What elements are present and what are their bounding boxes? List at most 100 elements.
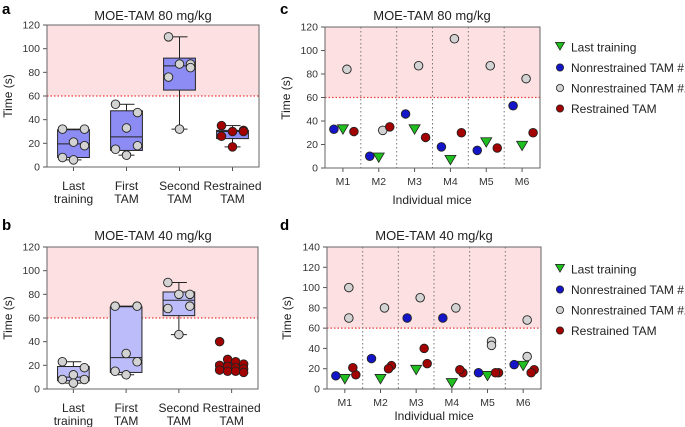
x-tick-label: M6	[516, 397, 531, 409]
data-point-last-training	[445, 378, 459, 389]
data-point	[238, 126, 249, 137]
data-point	[449, 34, 460, 44]
category-label: Last	[62, 179, 85, 193]
y-tick-label: 0	[34, 162, 40, 174]
data-point	[379, 303, 390, 313]
data-point-last-training	[444, 154, 457, 166]
data-point	[174, 59, 185, 69]
data-point	[473, 368, 484, 378]
data-point	[508, 100, 518, 111]
y-tick-label: 100	[22, 265, 40, 277]
category-label: TAM	[114, 192, 138, 206]
data-point	[472, 145, 483, 156]
data-point	[110, 99, 121, 110]
chart-title: MOE-TAM 40 mg/kg	[94, 228, 212, 243]
data-point	[486, 340, 497, 351]
x-tick-label: M2	[373, 397, 388, 409]
y-tick-label: 60	[308, 323, 320, 335]
category-label: TAM	[220, 192, 244, 206]
data-point	[227, 142, 238, 152]
y-tick-label: 80	[28, 67, 40, 79]
data-point	[132, 357, 142, 367]
box-group	[214, 336, 249, 378]
data-point	[57, 374, 68, 385]
data-point	[383, 363, 394, 374]
chart-title: MOE-TAM 80 mg/kg	[94, 8, 212, 23]
x-tick-label: M6	[515, 176, 530, 188]
category-label: Second	[159, 401, 200, 415]
y-tick-label: 0	[314, 384, 320, 396]
data-point	[222, 366, 233, 377]
box-group	[109, 301, 143, 380]
x-tick-label: M5	[480, 397, 495, 409]
threshold-zone	[47, 247, 258, 318]
legend-label: Restrained TAM	[571, 102, 657, 116]
y-axis-label: Time (s)	[279, 76, 293, 120]
y-tick-label: 20	[308, 363, 320, 375]
data-point	[415, 292, 425, 303]
data-point	[344, 282, 354, 293]
y-tick-label: 40	[28, 336, 40, 348]
y-tick-label: 120	[302, 262, 320, 274]
data-point	[121, 370, 131, 380]
plot-frame	[46, 246, 259, 390]
data-point	[57, 124, 68, 134]
box-group	[216, 120, 249, 152]
y-tick-label: 40	[308, 343, 320, 355]
data-point	[132, 301, 142, 311]
box-group	[57, 357, 90, 388]
data-point-last-training	[372, 152, 385, 164]
data-point	[238, 367, 249, 378]
data-point	[174, 289, 184, 300]
panel-label-b: b	[2, 217, 11, 234]
y-tick-label: 0	[34, 384, 40, 396]
data-point	[420, 132, 431, 143]
data-point-last-training	[374, 374, 387, 385]
data-point	[436, 142, 447, 152]
x-axis-label: Individual mice	[394, 409, 474, 423]
chart-b: MOE-TAM 40 mg/kg Time (s) 0 20 40 60 80 100 12…	[1, 228, 261, 427]
category-label: First	[115, 179, 139, 193]
chart-title: MOE-TAM 80 mg/kg	[373, 8, 491, 23]
category-label: TAM	[219, 414, 243, 427]
data-point	[365, 151, 375, 161]
chart-title: MOE-TAM 40 mg/kg	[375, 228, 493, 243]
data-point	[79, 124, 90, 134]
legend-marker	[554, 264, 566, 273]
data-point	[509, 359, 519, 370]
data-point	[227, 126, 238, 137]
data-point	[185, 289, 195, 300]
data-point	[400, 109, 411, 119]
data-point	[185, 301, 195, 311]
threshold-zone	[325, 27, 540, 98]
data-point	[68, 378, 79, 388]
x-axis-label: Individual mice	[392, 193, 472, 207]
chart-d: MOE-TAM 40 mg/kg Time (s) Individual mic…	[280, 228, 685, 423]
y-tick-label: 80	[306, 69, 318, 81]
legend-label: Nonrestrained TAM #2	[571, 304, 685, 318]
y-tick-label: 100	[300, 45, 318, 57]
category-label: Restrained	[203, 179, 261, 193]
y-tick-label: 20	[28, 360, 40, 372]
data-point	[185, 62, 196, 73]
data-point	[230, 366, 241, 377]
data-point-last-training	[408, 124, 421, 135]
threshold-zone	[47, 25, 259, 96]
box-group	[57, 124, 90, 165]
y-tick-label: 0	[312, 163, 318, 175]
legend-label: Nonrestrained TAM #1	[571, 61, 685, 75]
legend-label: Restrained TAM	[571, 324, 657, 338]
data-point	[79, 362, 90, 373]
x-tick-label: M3	[409, 397, 424, 409]
category-label: training	[54, 414, 93, 427]
legend-marker	[556, 84, 565, 93]
data-point	[455, 364, 465, 375]
data-point	[57, 357, 68, 367]
legend-marker	[554, 42, 566, 51]
data-point	[174, 329, 184, 340]
x-tick-label: M4	[443, 176, 458, 188]
data-point	[419, 343, 429, 354]
data-point	[492, 143, 503, 153]
category-label: TAM	[167, 414, 191, 427]
data-point-last-training	[336, 124, 350, 135]
